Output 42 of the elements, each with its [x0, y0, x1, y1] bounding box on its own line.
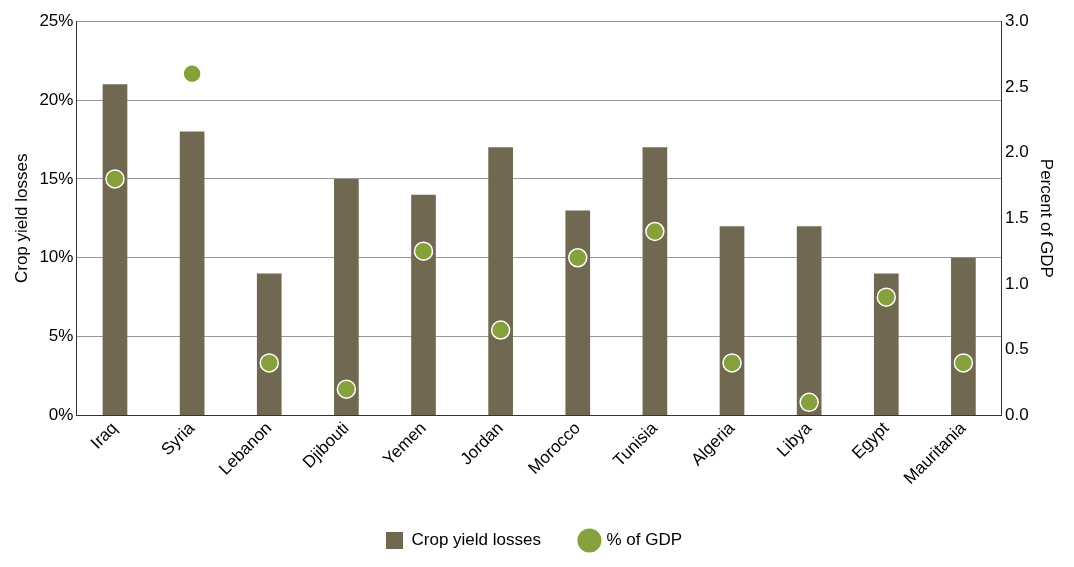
point	[799, 392, 819, 413]
bar	[102, 84, 128, 415]
point	[568, 248, 588, 268]
y2-tick-label: 1.5	[1004, 208, 1029, 228]
bar	[256, 273, 282, 415]
legend-label: Crop yield losses	[411, 530, 541, 550]
point	[336, 379, 357, 399]
y-tick-label: 5%	[48, 326, 74, 346]
bar	[411, 194, 436, 415]
y-tick-label: 10%	[39, 247, 74, 267]
y-tick-label: 20%	[39, 89, 74, 109]
y-axis-title: Crop yield losses	[11, 153, 31, 284]
bar	[334, 178, 359, 415]
y2-tick-label: 2.5	[1004, 76, 1029, 96]
point	[953, 353, 974, 373]
y-tick-label: 25%	[39, 10, 74, 30]
y-tick-label: 15%	[39, 168, 74, 188]
point	[259, 353, 279, 373]
point	[413, 241, 434, 261]
point	[645, 221, 665, 242]
bar	[796, 226, 822, 415]
bar	[873, 273, 899, 415]
bar	[719, 226, 745, 415]
y2-tick-label: 1.0	[1004, 273, 1029, 293]
bar	[642, 147, 668, 415]
y2-tick-label: 3.0	[1004, 10, 1029, 30]
bar	[951, 257, 976, 415]
bar	[179, 131, 205, 415]
y2-axis-title: Percent of GDP	[1037, 158, 1057, 278]
point	[876, 287, 897, 307]
y-tick-label: 0%	[48, 405, 74, 425]
point	[722, 353, 742, 373]
bar	[565, 210, 591, 415]
x-tick-label: Iraq	[86, 418, 122, 453]
point	[490, 320, 511, 340]
legend-label: % of GDP	[606, 530, 683, 550]
point	[182, 64, 202, 84]
point	[105, 169, 125, 189]
bar	[488, 147, 513, 415]
y2-tick-label: 0.0	[1004, 405, 1029, 425]
y2-tick-label: 2.0	[1004, 142, 1029, 162]
y2-tick-label: 0.5	[1004, 339, 1029, 359]
